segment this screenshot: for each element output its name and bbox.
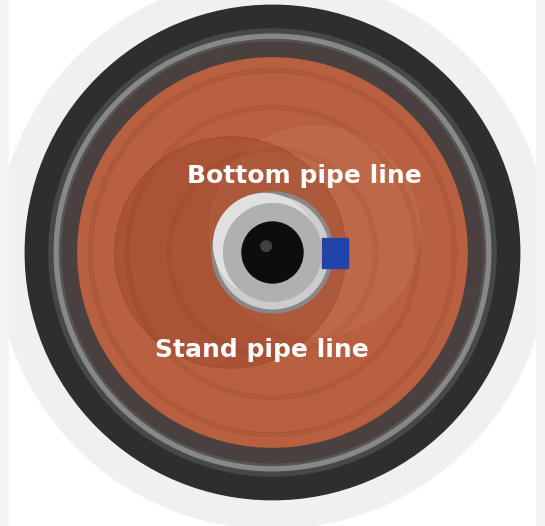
Circle shape xyxy=(242,222,303,283)
Circle shape xyxy=(114,137,346,368)
Circle shape xyxy=(261,241,271,251)
Circle shape xyxy=(212,192,333,313)
Circle shape xyxy=(54,34,491,471)
Circle shape xyxy=(216,196,329,309)
Bar xyxy=(323,238,348,268)
Circle shape xyxy=(223,204,322,301)
Circle shape xyxy=(209,126,420,337)
Text: Stand pipe line: Stand pipe line xyxy=(155,338,369,362)
Circle shape xyxy=(25,5,520,500)
Circle shape xyxy=(62,42,483,463)
Circle shape xyxy=(49,29,496,476)
FancyBboxPatch shape xyxy=(330,247,348,265)
Text: Bottom pipe line: Bottom pipe line xyxy=(187,164,421,188)
Circle shape xyxy=(78,58,467,447)
Circle shape xyxy=(214,194,316,296)
Circle shape xyxy=(59,39,486,466)
